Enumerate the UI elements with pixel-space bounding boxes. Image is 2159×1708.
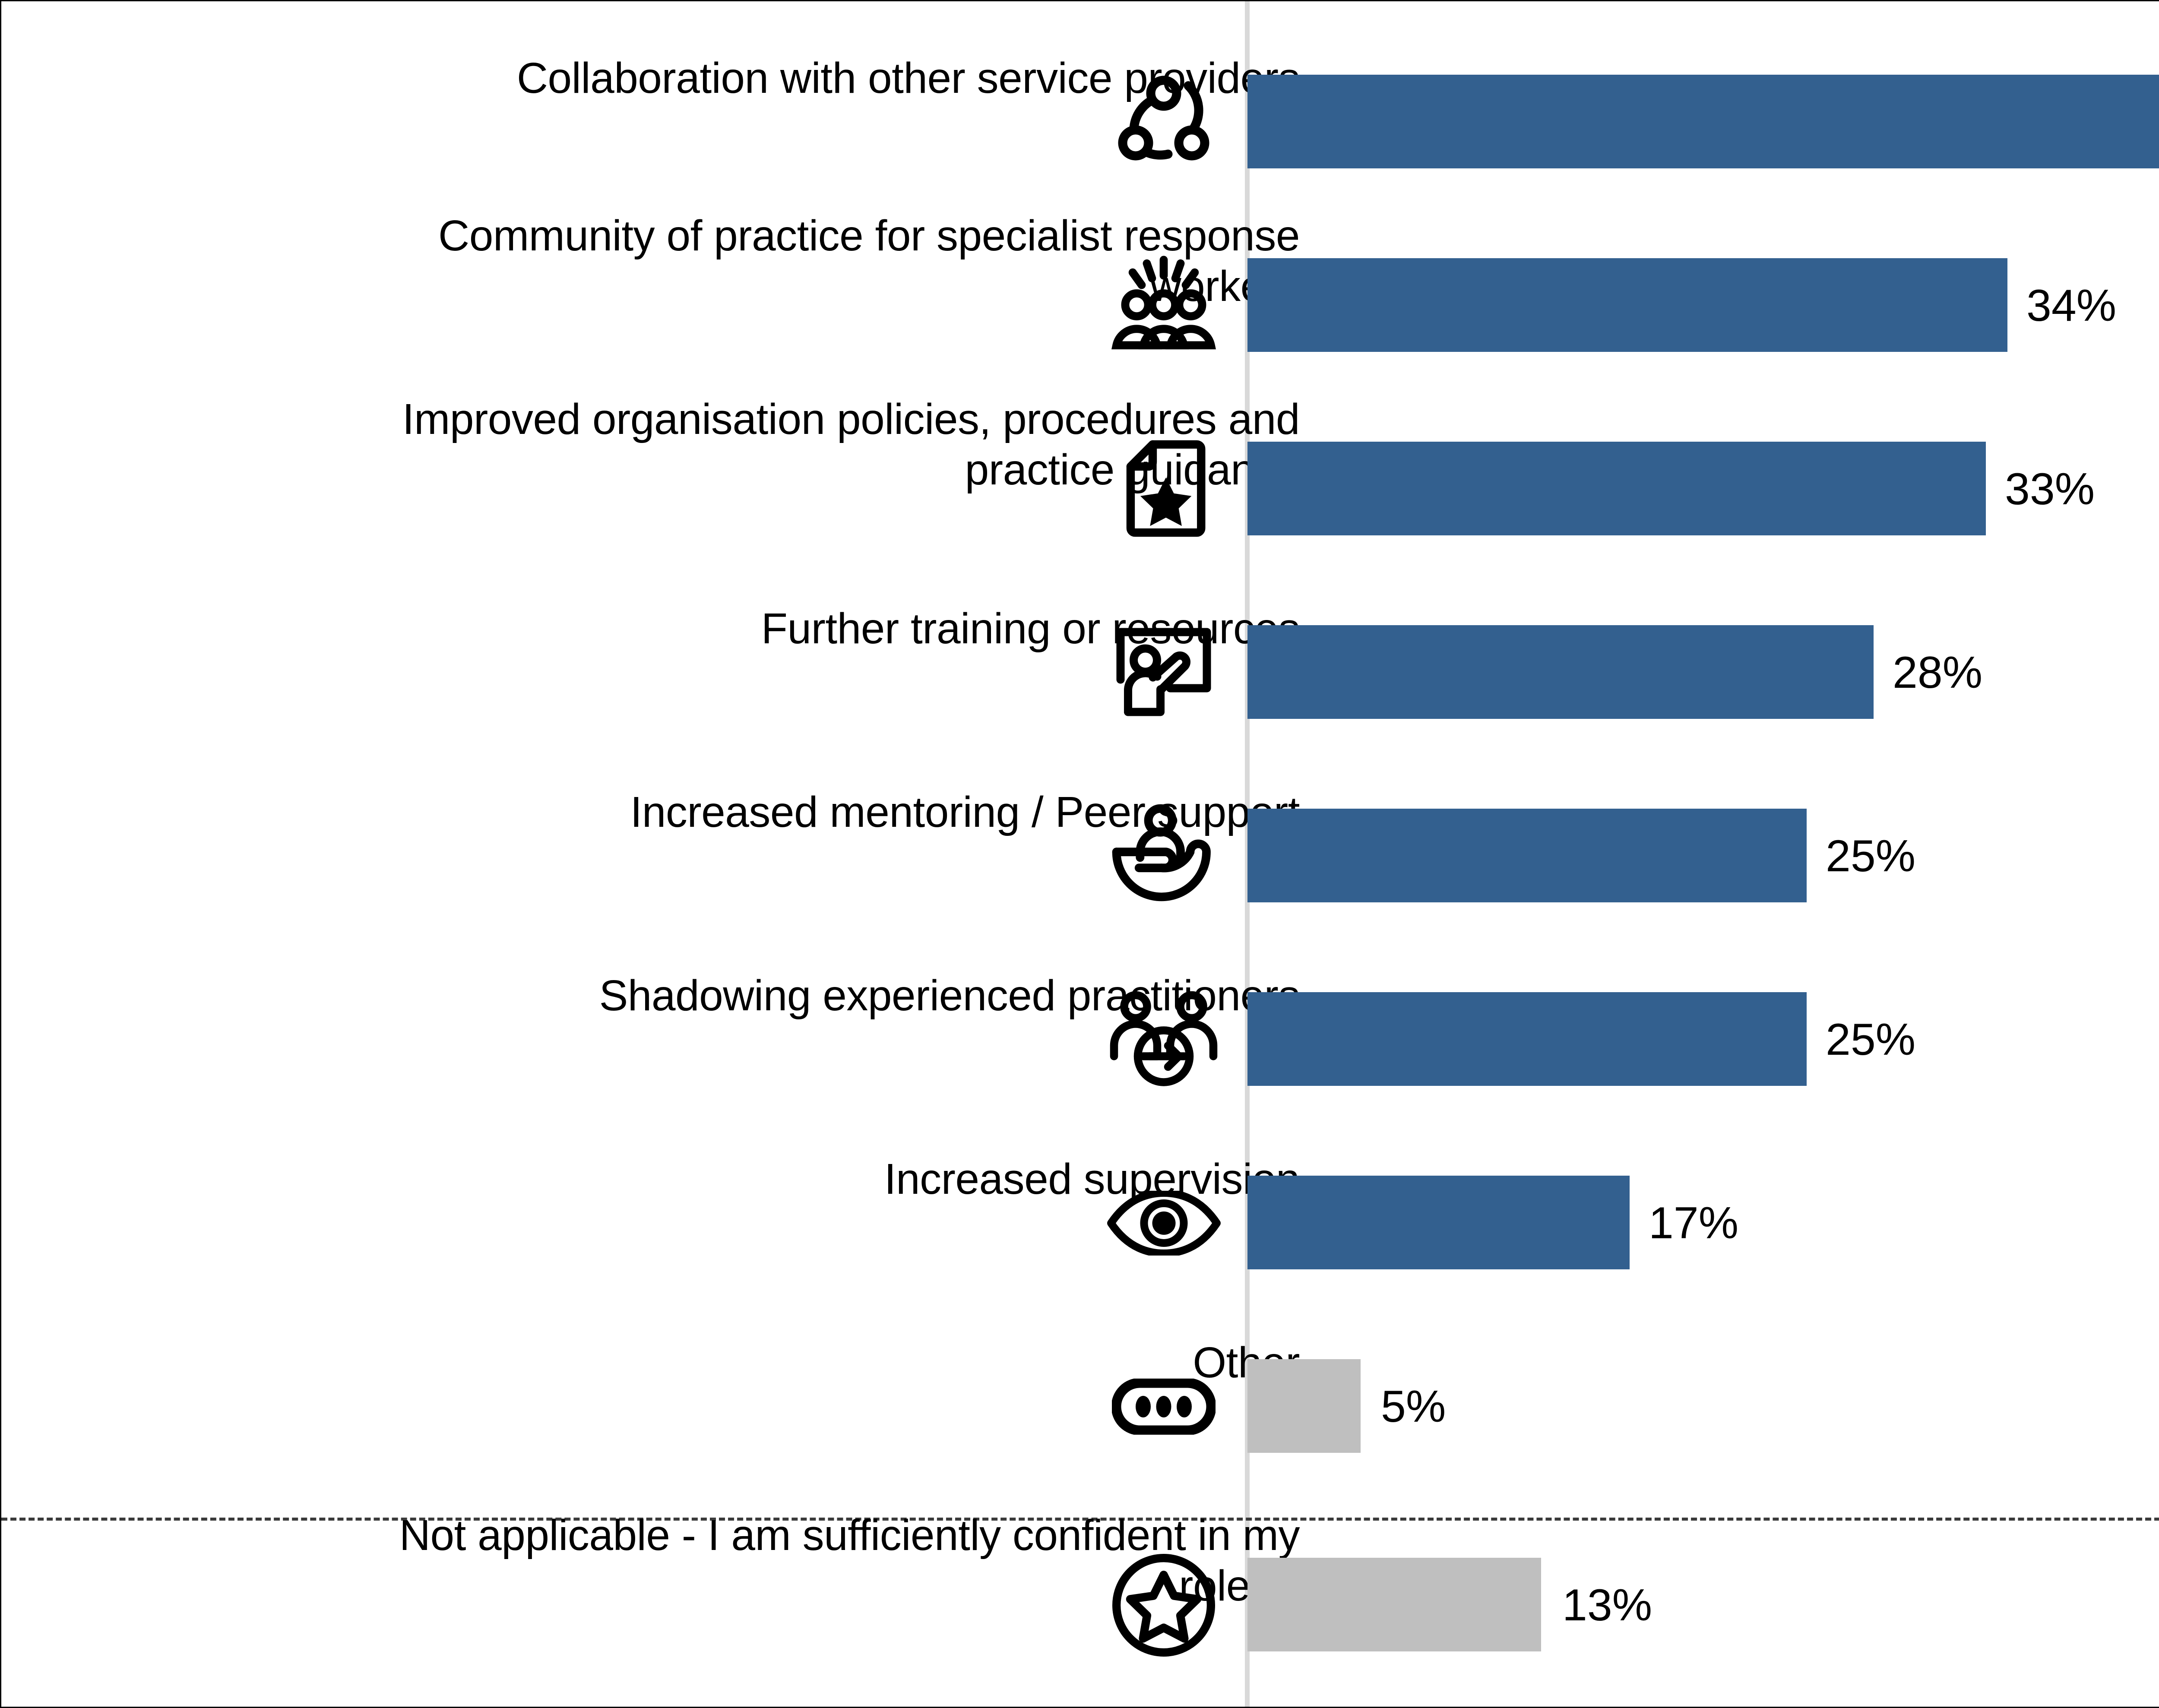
collaboration-network-icon <box>1103 61 1224 182</box>
chart-row: Further training or resources 28% <box>1 604 2159 719</box>
bar <box>1247 809 1807 902</box>
bar <box>1247 1359 1361 1453</box>
star-in-circle-icon <box>1103 1547 1224 1664</box>
eye-icon <box>1103 1186 1224 1260</box>
bar <box>1247 625 1874 719</box>
bar <box>1247 258 2007 352</box>
bar-value-label: 28% <box>1893 648 1983 698</box>
chart-row: Shadowing experienced practitioners 25% <box>1 971 2159 1086</box>
training-presentation-icon <box>1103 616 1224 728</box>
row-label: Increased supervision <box>884 1155 1300 1203</box>
chart-row: Increased mentoring / Peer support 25% <box>1 788 2159 902</box>
bar-value-label: 33% <box>2005 464 2095 514</box>
person-supported-by-hand-icon <box>1103 794 1224 917</box>
chart-row: Increased supervision 17% <box>1 1155 2159 1269</box>
value-axis-line <box>1245 1 1250 1707</box>
category-separator <box>1 1518 2159 1521</box>
group-of-people-icon <box>1103 244 1224 365</box>
bar-value-label: 13% <box>1562 1580 1652 1630</box>
bar-value-label: 5% <box>1381 1382 1446 1432</box>
chart-row: Not applicable - I am sufficiently confi… <box>1 1511 2159 1657</box>
ellipsis-icon <box>1103 1379 1224 1435</box>
row-label: Not applicable - I am sufficiently confi… <box>399 1511 1300 1610</box>
bar-value-label: 17% <box>1649 1198 1739 1248</box>
two-people-arrow-icon <box>1103 983 1224 1095</box>
bar <box>1247 1558 1541 1651</box>
bar <box>1247 992 1807 1086</box>
bar-value-label: 25% <box>1826 1015 1916 1065</box>
bar <box>1247 75 2159 168</box>
bar-value-label: 25% <box>1826 831 1916 881</box>
chart-row: Community of practice for specialist res… <box>1 212 2159 352</box>
bar <box>1247 1176 1630 1269</box>
chart-row: Other 5% <box>1 1338 2159 1453</box>
document-star-icon <box>1103 428 1224 549</box>
bar <box>1247 442 1986 535</box>
bar-value-label: 34% <box>2026 281 2117 331</box>
row-label: Collaboration with other service provide… <box>516 54 1300 102</box>
chart-row: Improved organisation policies, procedur… <box>1 395 2159 537</box>
chart-row: Collaboration with other service provide… <box>1 54 2159 168</box>
